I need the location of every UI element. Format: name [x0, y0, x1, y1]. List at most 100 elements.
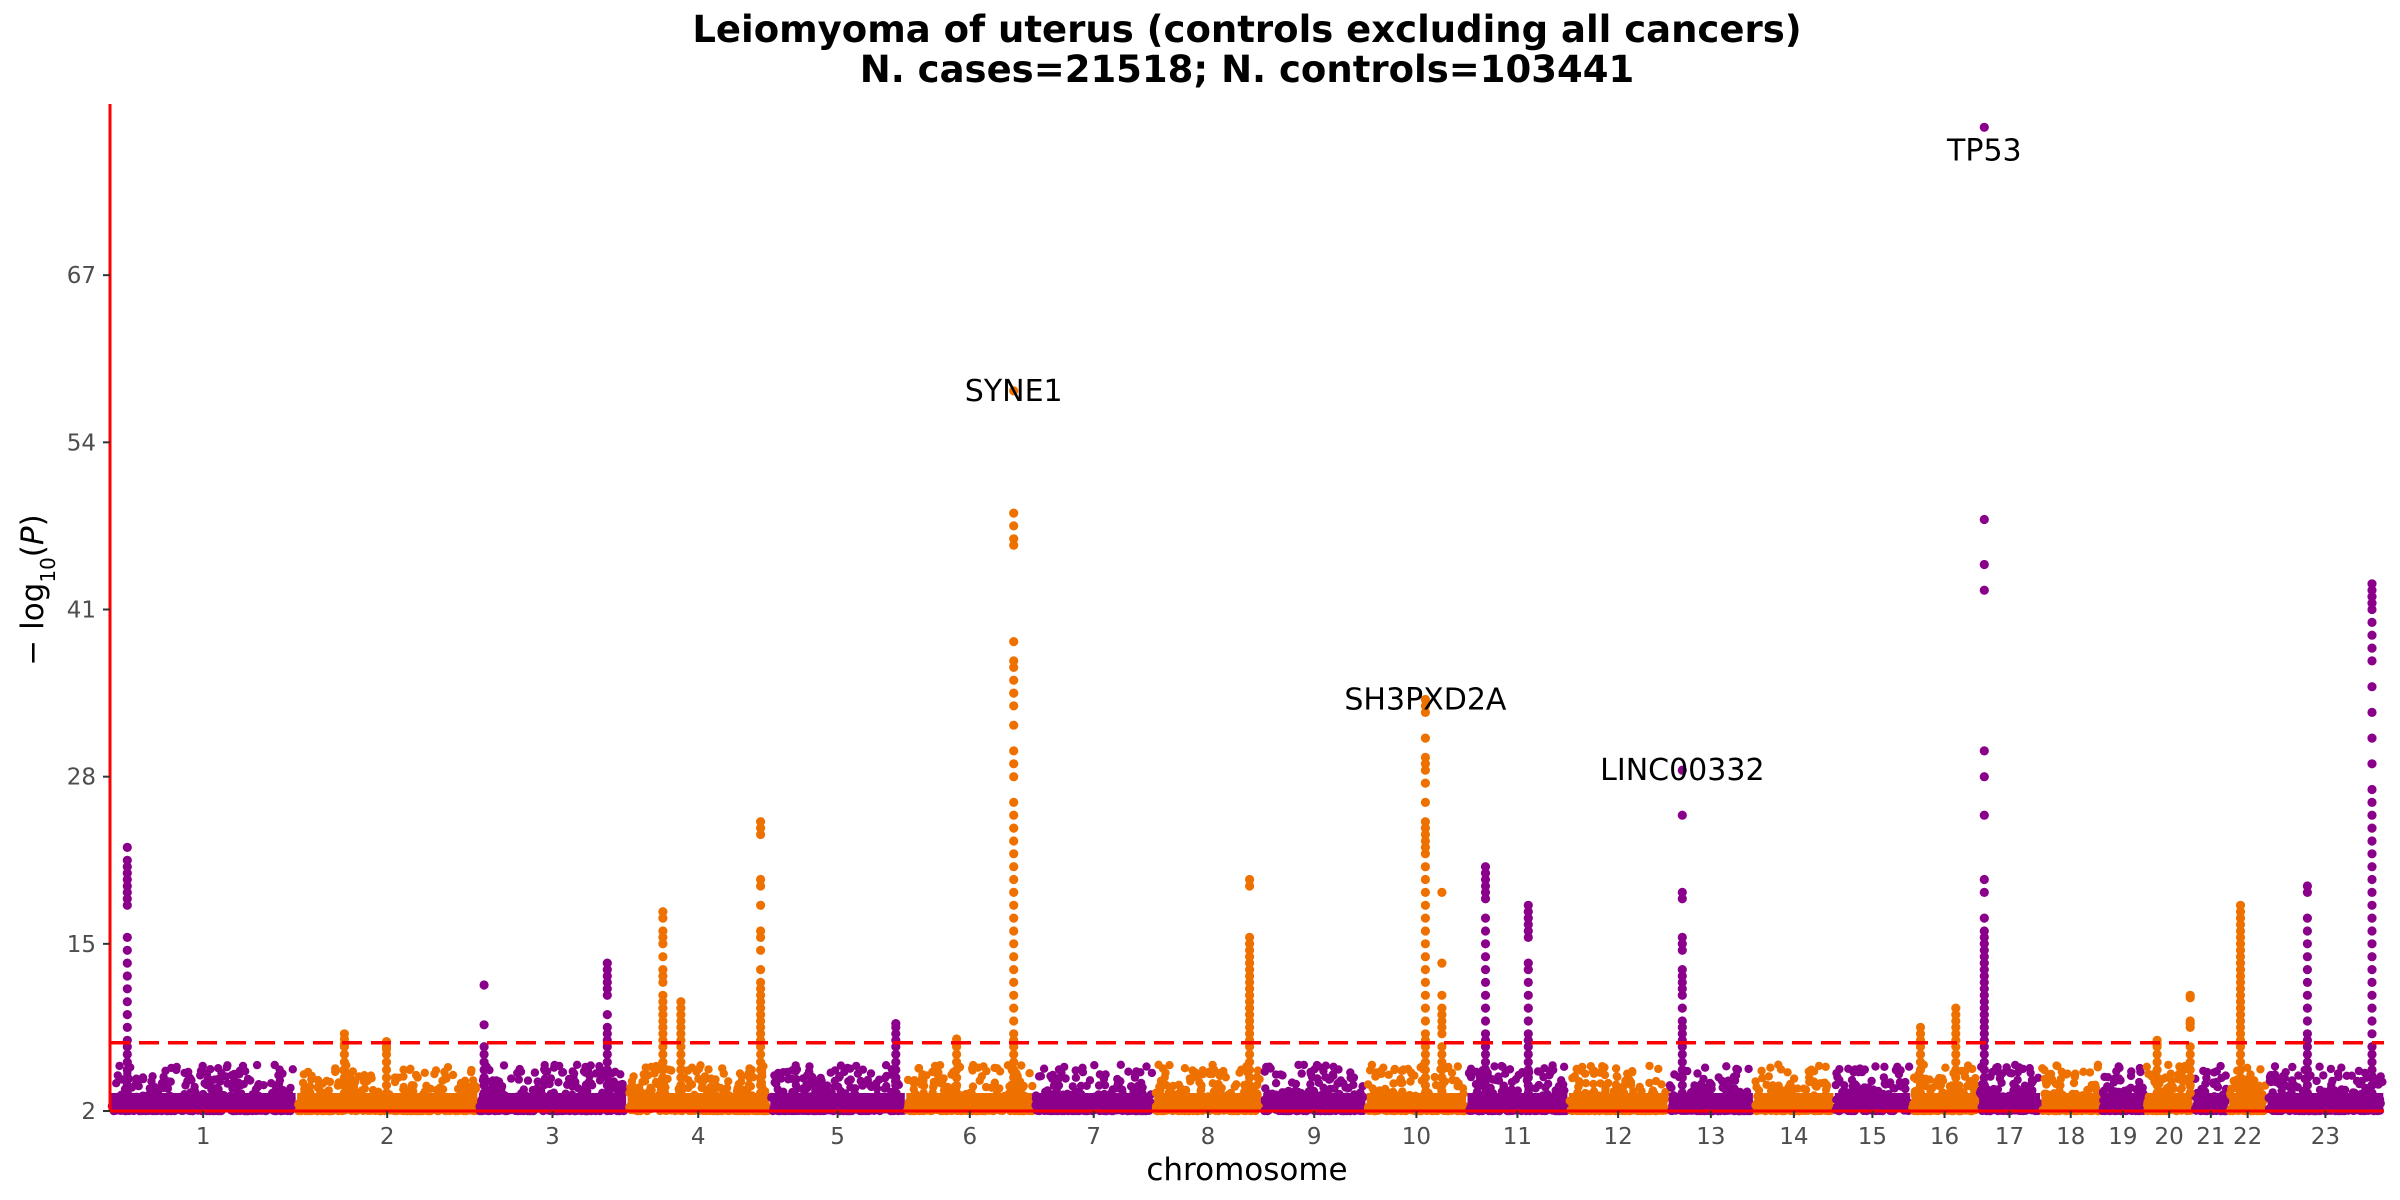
snp-point — [435, 1083, 445, 1092]
snp-point — [811, 1086, 820, 1096]
snp-point — [185, 1073, 195, 1083]
snp-point — [744, 1080, 754, 1089]
snp-point — [274, 1071, 283, 1080]
snp-point — [770, 1078, 779, 1087]
snp-point — [2164, 1060, 2173, 1070]
snp-point — [842, 1064, 851, 1073]
snp-point — [1131, 1085, 1140, 1094]
snp-point — [2315, 1062, 2324, 1071]
snp-point — [1116, 1060, 1126, 1070]
chromosome-18-band — [2041, 1093, 2100, 1111]
chromosome-6-band — [906, 1093, 1034, 1111]
snp-point — [658, 977, 668, 988]
snp-point — [122, 997, 132, 1007]
snp-point — [493, 1084, 502, 1093]
peak-chr2-64 — [339, 1029, 349, 1098]
chromosome-20-band — [2145, 1093, 2193, 1111]
snp-point — [420, 1068, 429, 1078]
snp-point — [1867, 1076, 1876, 1086]
snp-point — [1611, 1064, 1621, 1073]
snp-point — [468, 1076, 478, 1085]
snp-point — [903, 1075, 913, 1085]
snp-point — [2026, 1068, 2035, 1078]
chromosome-5-points — [767, 1061, 908, 1116]
snp-point — [1856, 1066, 1866, 1075]
snp-point — [1453, 1062, 1463, 1071]
snp-point — [2340, 1085, 2350, 1095]
snp-point — [1466, 1064, 1476, 1074]
snp-point — [1326, 1074, 1335, 1084]
snp-point — [846, 1083, 855, 1092]
snp-point — [724, 1077, 733, 1086]
chromosome-2-band — [297, 1093, 478, 1111]
snp-point — [585, 1071, 594, 1081]
snp-point — [987, 1083, 996, 1092]
snp-point — [288, 1065, 297, 1074]
snp-point — [122, 1022, 132, 1032]
chromosome-9-band — [1263, 1093, 1366, 1111]
snp-point — [2002, 1063, 2011, 1072]
snp-point — [147, 1077, 156, 1086]
snp-point — [823, 1081, 832, 1090]
snp-point — [1667, 1083, 1676, 1092]
snp-point — [1871, 1062, 1880, 1071]
snp-point — [122, 932, 132, 943]
snp-point — [1094, 1081, 1104, 1090]
snp-point — [910, 1076, 919, 1085]
snp-point — [1306, 1080, 1315, 1089]
snp-point — [122, 971, 132, 981]
chromosome-8-band — [1154, 1093, 1262, 1111]
snp-point — [2093, 1060, 2103, 1070]
snp-point — [934, 1068, 943, 1077]
snp-point — [1454, 1079, 1463, 1088]
snp-point — [2221, 1071, 2230, 1080]
snp-point — [1071, 1073, 1081, 1082]
snp-point — [783, 1067, 792, 1077]
snp-point — [1968, 1064, 1977, 1074]
snp-point — [2201, 1079, 2210, 1089]
snp-point — [1216, 1068, 1225, 1078]
snp-point — [2046, 1069, 2056, 1079]
snp-point — [701, 1073, 710, 1082]
snp-point — [1329, 1062, 1338, 1072]
snp-point — [1557, 1084, 1567, 1094]
peak-chr4-48 — [658, 907, 668, 1098]
snp-point — [2353, 1076, 2362, 1086]
snp-point — [514, 1075, 523, 1084]
snp-point — [2319, 1071, 2328, 1080]
snp-point — [968, 1064, 977, 1073]
snp-point — [939, 1074, 948, 1083]
snp-point — [982, 1066, 991, 1076]
snp-point — [2326, 1084, 2336, 1093]
snp-point — [702, 1085, 711, 1095]
snp-point — [254, 1080, 263, 1089]
snp-point — [1365, 1066, 1375, 1075]
snp-point — [1586, 1062, 1596, 1071]
snp-point — [313, 1075, 323, 1085]
snp-point — [180, 1068, 189, 1078]
chromosome-22-band — [2229, 1093, 2266, 1111]
chromosome-21-band — [2193, 1093, 2228, 1111]
snp-point — [558, 1068, 568, 1077]
snp-point — [2124, 1085, 2133, 1094]
snp-point — [736, 1077, 746, 1087]
snp-point — [2085, 1068, 2095, 1077]
snp-point — [1384, 1070, 1393, 1080]
snp-point — [1025, 1069, 1034, 1078]
snp-point — [719, 1069, 728, 1078]
snp-point — [2209, 1079, 2218, 1089]
snp-point — [235, 1066, 245, 1075]
snp-point — [1490, 1062, 1499, 1071]
snp-point — [1499, 1081, 1509, 1090]
snp-point — [704, 1065, 713, 1074]
snp-point — [1895, 1078, 1905, 1087]
snp-point — [658, 939, 668, 949]
snp-point — [2051, 1079, 2061, 1089]
snp-point — [1321, 1061, 1331, 1070]
snp-point — [2110, 1074, 2119, 1084]
chromosome-12-band — [1568, 1093, 1668, 1111]
snp-point — [798, 1084, 808, 1093]
snp-point — [1390, 1064, 1400, 1074]
snp-point — [914, 1064, 923, 1073]
